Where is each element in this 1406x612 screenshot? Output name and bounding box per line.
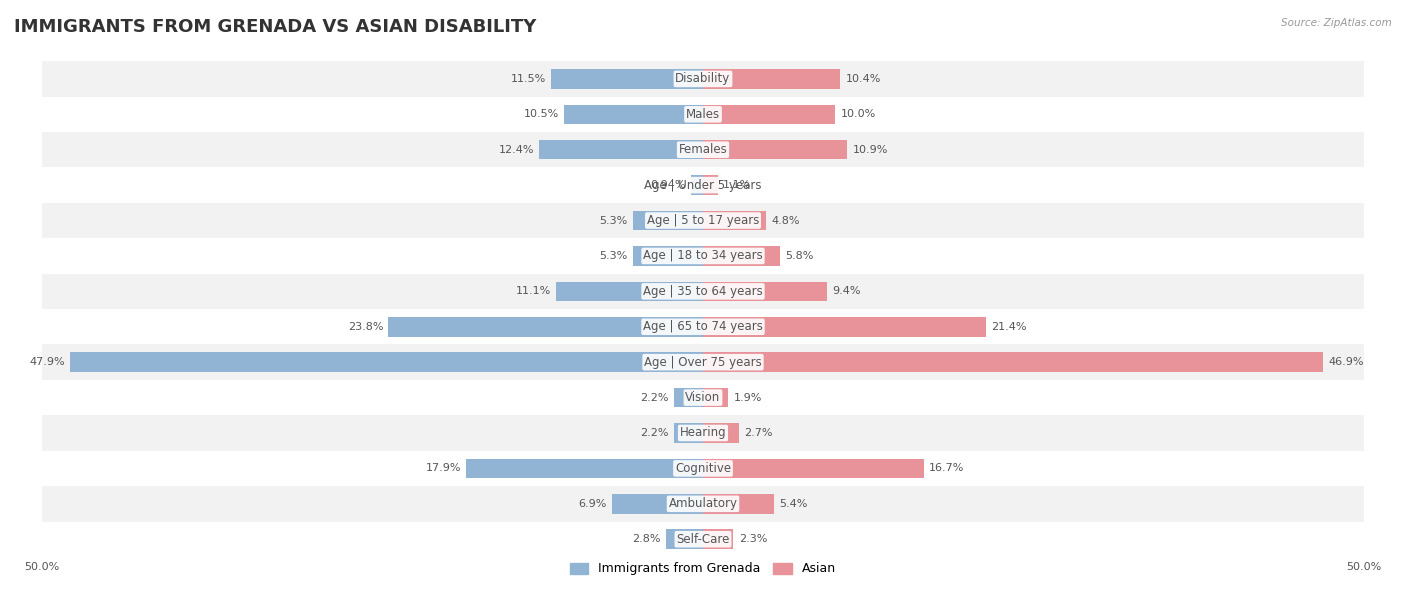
Text: 1.1%: 1.1% <box>723 180 751 190</box>
Text: 11.5%: 11.5% <box>510 74 546 84</box>
Text: Hearing: Hearing <box>679 427 727 439</box>
Bar <box>42 521 1364 557</box>
Bar <box>703 317 986 337</box>
Bar <box>673 424 703 442</box>
Bar <box>703 105 835 124</box>
Legend: Immigrants from Grenada, Asian: Immigrants from Grenada, Asian <box>565 558 841 580</box>
Text: Disability: Disability <box>675 72 731 86</box>
Bar <box>42 345 1364 380</box>
Bar <box>703 458 924 478</box>
Text: 2.8%: 2.8% <box>633 534 661 544</box>
Text: Age | Under 5 years: Age | Under 5 years <box>644 179 762 192</box>
Text: 46.9%: 46.9% <box>1329 357 1364 367</box>
Text: IMMIGRANTS FROM GRENADA VS ASIAN DISABILITY: IMMIGRANTS FROM GRENADA VS ASIAN DISABIL… <box>14 18 537 36</box>
Text: 4.8%: 4.8% <box>772 215 800 226</box>
Bar <box>42 380 1364 416</box>
Bar <box>703 176 717 195</box>
Text: 5.8%: 5.8% <box>785 251 813 261</box>
Text: 10.5%: 10.5% <box>523 110 560 119</box>
Bar <box>703 529 734 549</box>
Bar <box>70 353 703 372</box>
Bar <box>703 424 738 442</box>
Text: 10.9%: 10.9% <box>852 144 887 155</box>
Text: Females: Females <box>679 143 727 156</box>
Bar <box>703 246 780 266</box>
Bar <box>42 168 1364 203</box>
Bar <box>633 246 703 266</box>
Text: Self-Care: Self-Care <box>676 532 730 546</box>
Text: 11.1%: 11.1% <box>516 286 551 296</box>
Text: Age | 65 to 74 years: Age | 65 to 74 years <box>643 320 763 334</box>
Text: 6.9%: 6.9% <box>578 499 606 509</box>
Text: Ambulatory: Ambulatory <box>668 498 738 510</box>
Text: Vision: Vision <box>685 391 721 404</box>
Text: 16.7%: 16.7% <box>929 463 965 474</box>
Bar <box>703 494 775 513</box>
Text: 12.4%: 12.4% <box>498 144 534 155</box>
Bar <box>42 97 1364 132</box>
Bar <box>42 238 1364 274</box>
Bar <box>42 61 1364 97</box>
Text: 21.4%: 21.4% <box>991 322 1026 332</box>
Bar <box>703 353 1323 372</box>
Text: 2.2%: 2.2% <box>640 392 669 403</box>
Bar <box>557 282 703 301</box>
Text: Age | 18 to 34 years: Age | 18 to 34 years <box>643 250 763 263</box>
Text: 23.8%: 23.8% <box>347 322 384 332</box>
Text: 2.2%: 2.2% <box>640 428 669 438</box>
Bar <box>551 69 703 89</box>
Text: 10.4%: 10.4% <box>846 74 882 84</box>
Bar <box>42 450 1364 486</box>
Text: Age | 35 to 64 years: Age | 35 to 64 years <box>643 285 763 298</box>
Bar <box>690 176 703 195</box>
Text: Cognitive: Cognitive <box>675 462 731 475</box>
Text: 5.3%: 5.3% <box>599 215 627 226</box>
Text: Age | 5 to 17 years: Age | 5 to 17 years <box>647 214 759 227</box>
Text: 2.7%: 2.7% <box>744 428 772 438</box>
Text: 17.9%: 17.9% <box>426 463 461 474</box>
Bar <box>42 274 1364 309</box>
Text: 1.9%: 1.9% <box>734 392 762 403</box>
Text: Source: ZipAtlas.com: Source: ZipAtlas.com <box>1281 18 1392 28</box>
Bar <box>42 416 1364 450</box>
Text: 2.3%: 2.3% <box>738 534 768 544</box>
Bar <box>703 69 841 89</box>
Bar <box>633 211 703 230</box>
Bar <box>564 105 703 124</box>
Bar <box>673 388 703 408</box>
Bar <box>42 486 1364 521</box>
Text: Age | Over 75 years: Age | Over 75 years <box>644 356 762 368</box>
Bar <box>666 529 703 549</box>
Bar <box>467 458 703 478</box>
Bar <box>703 140 846 160</box>
Bar <box>703 282 827 301</box>
Text: 0.94%: 0.94% <box>650 180 685 190</box>
Text: 10.0%: 10.0% <box>841 110 876 119</box>
Text: 9.4%: 9.4% <box>832 286 860 296</box>
Bar <box>388 317 703 337</box>
Bar <box>703 388 728 408</box>
Text: Males: Males <box>686 108 720 121</box>
Bar <box>703 211 766 230</box>
Text: 5.4%: 5.4% <box>780 499 808 509</box>
Text: 47.9%: 47.9% <box>30 357 65 367</box>
Bar <box>42 203 1364 238</box>
Bar <box>42 132 1364 168</box>
Text: 5.3%: 5.3% <box>599 251 627 261</box>
Bar <box>612 494 703 513</box>
Bar <box>538 140 703 160</box>
Bar <box>42 309 1364 345</box>
